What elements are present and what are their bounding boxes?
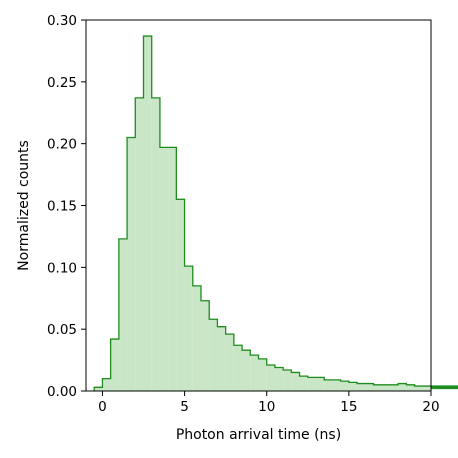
histogram-bar — [299, 376, 308, 391]
x-tick-label: 20 — [422, 399, 439, 415]
histogram-bar — [274, 367, 284, 391]
y-tick-label: 0.30 — [47, 13, 77, 29]
histogram-bar — [242, 350, 251, 391]
histogram-bars — [94, 36, 431, 392]
x-tick-label: 10 — [258, 399, 275, 415]
histogram-bar — [209, 319, 218, 391]
histogram-bar — [192, 285, 201, 391]
histogram-bar — [118, 238, 128, 391]
histogram-bar — [258, 358, 267, 391]
x-tick-label: 15 — [340, 399, 357, 415]
histogram-bar — [414, 386, 423, 391]
y-tick-label: 0.05 — [47, 322, 77, 338]
y-tick-label: 0.15 — [47, 199, 77, 215]
histogram-bar — [291, 372, 300, 391]
x-tick-label: 0 — [98, 399, 107, 415]
histogram-bar — [316, 377, 325, 391]
y-axis-label: Normalized counts — [16, 140, 32, 271]
histogram-bar — [201, 300, 210, 391]
histogram-bar — [102, 378, 111, 391]
x-axis-label: Photon arrival time (ns) — [176, 427, 341, 443]
y-tick-label: 0.10 — [47, 260, 77, 276]
histogram-bar — [283, 369, 292, 391]
histogram-bar — [406, 384, 415, 391]
histogram-bar — [225, 334, 234, 391]
histogram-step-outline — [93, 35, 458, 391]
histogram-bar — [110, 339, 119, 391]
histogram-bar — [373, 384, 382, 391]
histogram-bar — [217, 326, 226, 391]
x-axis-ticks: 0 5 10 15 20 — [98, 391, 440, 415]
histogram-bar — [381, 384, 390, 391]
histogram-bar — [151, 97, 160, 391]
histogram-bar — [365, 383, 374, 391]
y-tick-label: 0.00 — [47, 384, 77, 400]
x-tick-label: 5 — [180, 399, 189, 415]
y-axis-ticks: 0.00 0.05 0.10 0.15 0.20 0.25 0.30 — [47, 13, 86, 400]
histogram-bar — [307, 377, 316, 391]
histogram-bar — [348, 382, 358, 391]
histogram-bar — [176, 199, 185, 391]
histogram-bar — [159, 147, 169, 391]
histogram-bar — [94, 387, 103, 391]
histogram-bar — [332, 379, 341, 391]
histogram-bar — [168, 147, 177, 391]
histogram-bar — [143, 36, 152, 392]
histogram-bar — [422, 386, 431, 391]
histogram-bar — [398, 383, 407, 391]
histogram-bar — [389, 384, 399, 391]
histogram-bar — [233, 345, 243, 391]
histogram-bar — [357, 383, 366, 391]
histogram-bar — [184, 266, 193, 391]
y-tick-label: 0.25 — [47, 75, 77, 91]
y-tick-label: 0.20 — [47, 137, 77, 153]
histogram-bar — [127, 137, 136, 391]
histogram-bar — [266, 365, 275, 391]
histogram-bar — [250, 355, 259, 391]
histogram-bar — [135, 97, 144, 391]
histogram-bar — [340, 381, 349, 391]
histogram-bar — [324, 379, 333, 391]
